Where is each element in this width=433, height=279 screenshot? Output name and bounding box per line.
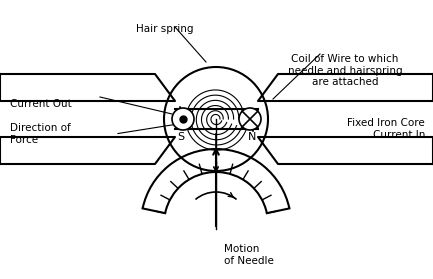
Text: Current Out: Current Out [10,99,72,109]
Text: Hair spring: Hair spring [136,24,194,34]
Text: Coil of Wire to which
needle and hairspring
are attached: Coil of Wire to which needle and hairspr… [288,54,402,87]
Text: S: S [178,132,184,142]
Text: Fixed Iron Core
Current In: Fixed Iron Core Current In [347,118,425,140]
Circle shape [172,108,194,130]
Circle shape [239,108,261,130]
Polygon shape [258,74,433,101]
Text: Direction of
Force: Direction of Force [10,123,71,145]
Polygon shape [0,74,175,101]
Polygon shape [0,137,175,164]
Text: Motion
of Needle: Motion of Needle [224,244,274,266]
Polygon shape [258,137,433,164]
Text: N: N [248,132,256,142]
